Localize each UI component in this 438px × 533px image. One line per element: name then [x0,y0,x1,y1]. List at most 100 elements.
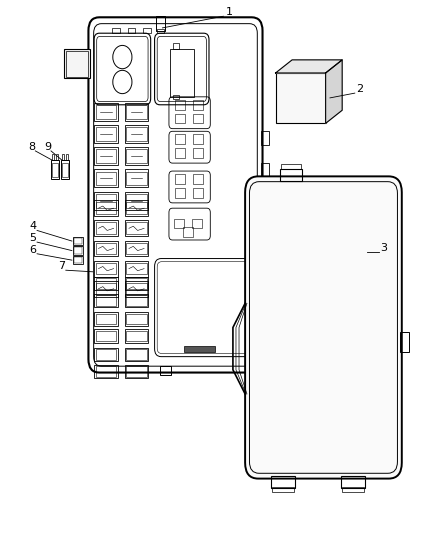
Bar [399,332,409,352]
Bar [175,134,185,144]
Polygon shape [276,60,342,73]
Bar [96,203,116,214]
Bar [66,154,68,160]
Bar [124,312,148,326]
Bar [126,105,147,118]
Bar [124,329,148,343]
Bar [52,163,58,177]
Bar [94,200,118,216]
Bar [94,125,118,143]
Bar [61,160,69,179]
Bar [126,314,147,324]
Bar [193,174,203,184]
Bar [124,365,148,378]
Bar [175,148,185,158]
Bar [96,149,116,163]
Bar [124,147,148,165]
Bar [96,295,116,306]
Bar [124,125,148,143]
Bar [124,277,148,290]
Bar [124,240,148,256]
Bar [62,154,64,160]
Bar [126,222,147,234]
Bar [126,127,147,141]
Bar [94,103,118,120]
Bar [74,247,82,254]
Text: 6: 6 [30,245,37,255]
Bar [261,163,268,176]
Bar [96,243,116,254]
Bar [261,131,268,144]
Bar [96,283,116,295]
Bar [175,188,185,198]
Bar [126,194,147,208]
Bar [126,278,147,289]
Bar [193,100,203,110]
Bar [143,28,151,33]
Bar [94,348,118,361]
Text: 4: 4 [30,221,37,231]
Bar [174,219,184,228]
Bar [113,28,120,33]
Bar [56,154,58,160]
Bar [66,51,88,77]
Bar [124,200,148,216]
Bar [341,477,365,488]
Bar [170,49,194,97]
FancyBboxPatch shape [245,176,402,479]
Text: 7: 7 [58,261,65,271]
Bar [96,278,116,289]
Bar [73,246,83,255]
Bar [272,487,294,492]
Bar [124,281,148,297]
Text: 2: 2 [356,84,363,93]
Bar [157,29,164,33]
Bar [96,172,116,185]
Bar [74,257,82,263]
Bar [124,294,148,308]
Bar [62,163,68,177]
Bar [51,160,59,179]
Bar [193,134,203,144]
Bar [124,103,148,120]
Bar [52,154,54,160]
Bar [94,169,118,188]
Bar [96,222,116,234]
Bar [271,477,295,488]
Text: 3: 3 [380,243,387,253]
Bar [126,263,147,274]
Bar [126,283,147,295]
Bar [175,114,185,123]
Bar [94,365,118,378]
Bar [127,28,135,33]
Bar [74,238,82,244]
Bar [73,237,83,245]
Bar [173,95,179,100]
Bar [96,105,116,118]
Bar [126,349,147,360]
Bar [261,195,268,208]
Bar [193,188,203,198]
Bar [193,148,203,158]
Bar [94,277,118,290]
Bar [192,219,202,228]
Bar [64,49,90,78]
Bar [280,169,302,181]
Bar [124,169,148,188]
Bar [160,366,171,375]
Bar [175,174,185,184]
Text: 9: 9 [44,142,51,152]
Bar [94,261,118,277]
Bar [96,314,116,324]
Bar [124,261,148,277]
Bar [94,192,118,210]
Bar [126,330,147,341]
Bar [124,220,148,236]
Text: 5: 5 [30,233,37,243]
Bar [184,227,193,237]
Bar [342,487,364,492]
Bar [184,346,215,352]
Bar [126,203,147,214]
Bar [94,294,118,308]
Polygon shape [325,60,342,123]
